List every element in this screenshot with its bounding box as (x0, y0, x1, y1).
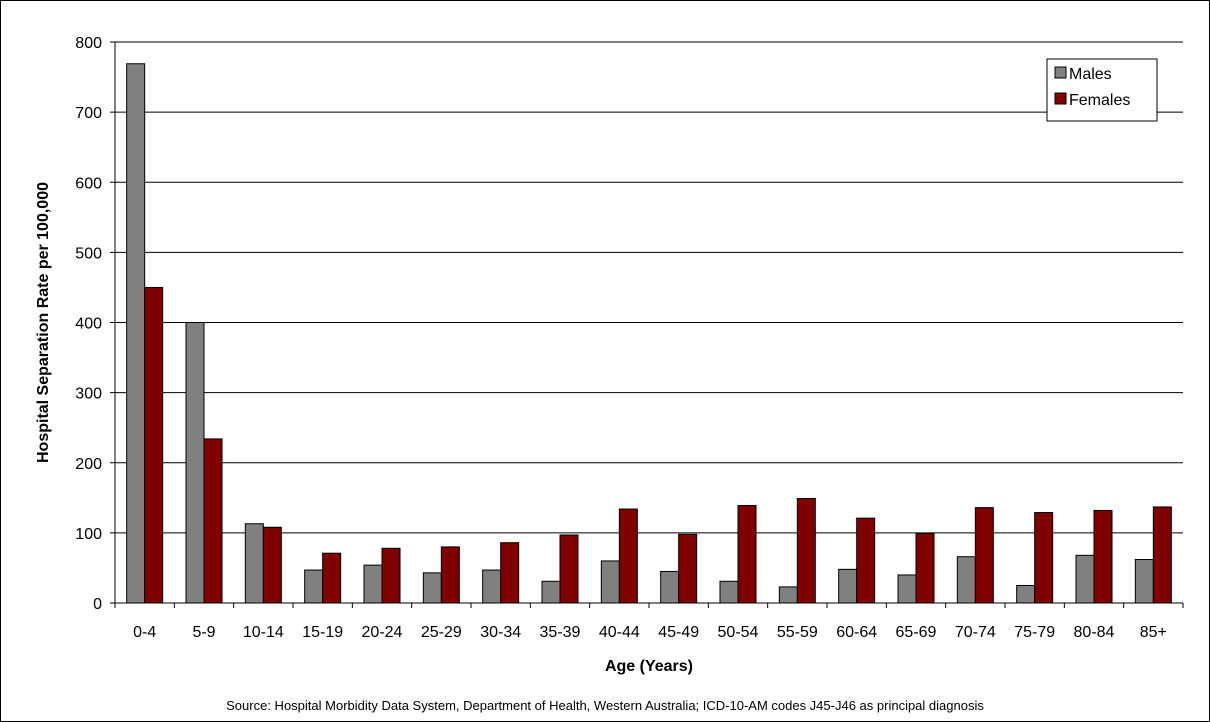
bar-males-65-69 (897, 574, 917, 604)
bar-females-60-64 (856, 517, 876, 604)
bar-males-25-29 (422, 572, 442, 604)
bar-males-15-19 (304, 569, 324, 604)
bar-females-40-44 (618, 508, 638, 604)
legend-swatch-females (1054, 92, 1067, 105)
bar-males-5-9 (185, 322, 205, 604)
x-axis-title: Age (Years) (605, 658, 693, 675)
bar-males-10-14 (244, 523, 264, 604)
x-tick-label: 15-19 (302, 624, 343, 641)
x-tick-label: 50-54 (718, 624, 759, 641)
legend-swatch-males (1054, 66, 1067, 79)
source-note: Source: Hospital Morbidity Data System, … (226, 698, 984, 713)
bars (126, 63, 1172, 604)
y-tick-label: 0 (93, 596, 102, 613)
bar-females-30-34 (500, 542, 520, 604)
bar-males-45-49 (660, 570, 680, 604)
x-tick-label: 30-34 (480, 624, 521, 641)
bar-males-50-54 (719, 580, 739, 604)
bar-males-70-74 (956, 556, 976, 604)
bar-males-40-44 (600, 560, 620, 604)
y-tick-label: 400 (75, 316, 102, 333)
x-tick-label: 65-69 (896, 624, 937, 641)
x-tick-label: 70-74 (955, 624, 996, 641)
bar-females-55-59 (796, 498, 816, 604)
axes (110, 41, 1184, 608)
bar-females-45-49 (678, 533, 698, 604)
bar-females-5-9 (203, 438, 223, 604)
bar-males-0-4 (126, 63, 146, 604)
x-tick-label: 25-29 (421, 624, 462, 641)
legend-box (1046, 58, 1158, 122)
y-tick-label: 100 (75, 526, 102, 543)
bar-females-20-24 (381, 547, 401, 604)
legend-label-males: Males (1069, 66, 1112, 83)
bar-females-35-39 (559, 534, 579, 604)
x-tick-label: 20-24 (362, 624, 403, 641)
y-tick-label: 700 (75, 105, 102, 122)
x-tick-label: 35-39 (540, 624, 581, 641)
x-tick-label: 45-49 (658, 624, 699, 641)
x-tick-label: 40-44 (599, 624, 640, 641)
bar-females-70-74 (974, 507, 994, 604)
bar-males-85+ (1134, 559, 1154, 604)
y-tick-label: 800 (75, 35, 102, 52)
bar-females-10-14 (262, 526, 282, 604)
bar-females-75-79 (1034, 512, 1054, 604)
y-tick-label: 600 (75, 175, 102, 192)
x-tick-labels: 0-4 5-9 10-14 15-19 20-24 25-29 30-34 35-39 40-4… (133, 624, 1167, 641)
x-tick-label: 80-84 (1074, 624, 1115, 641)
bar-females-65-69 (915, 533, 935, 604)
bar-males-55-59 (778, 586, 798, 604)
bar-females-80-84 (1093, 509, 1113, 604)
x-tick-label: 10-14 (243, 624, 284, 641)
y-tick-label: 500 (75, 245, 102, 262)
x-tick-label: 5-9 (192, 624, 215, 641)
y-tick-label: 200 (75, 456, 102, 473)
bar-males-60-64 (838, 568, 858, 604)
gridlines (115, 41, 1183, 534)
bar-males-75-79 (1016, 584, 1036, 604)
legend: Males Females (1046, 58, 1158, 122)
bar-females-85+ (1152, 506, 1172, 604)
x-tick-label: 60-64 (836, 624, 877, 641)
x-tick-label: 85+ (1140, 624, 1167, 641)
bar-males-80-84 (1075, 554, 1095, 604)
bar-females-25-29 (440, 546, 460, 604)
x-tick-label: 55-59 (777, 624, 818, 641)
x-tick-label: 75-79 (1014, 624, 1055, 641)
y-tick-label: 300 (75, 386, 102, 403)
bar-females-15-19 (322, 552, 342, 604)
bar-males-35-39 (541, 580, 561, 604)
y-axis-title: Hospital Separation Rate per 100,000 (35, 182, 52, 463)
y-tick-labels: 0 100 200 300 400 500 600 700 800 (75, 35, 102, 613)
bar-males-20-24 (363, 564, 383, 604)
bar-males-30-34 (482, 569, 502, 604)
x-tick-label: 0-4 (133, 624, 156, 641)
bar-females-0-4 (144, 286, 164, 604)
legend-label-females: Females (1069, 92, 1130, 109)
bar-females-50-54 (737, 505, 757, 604)
